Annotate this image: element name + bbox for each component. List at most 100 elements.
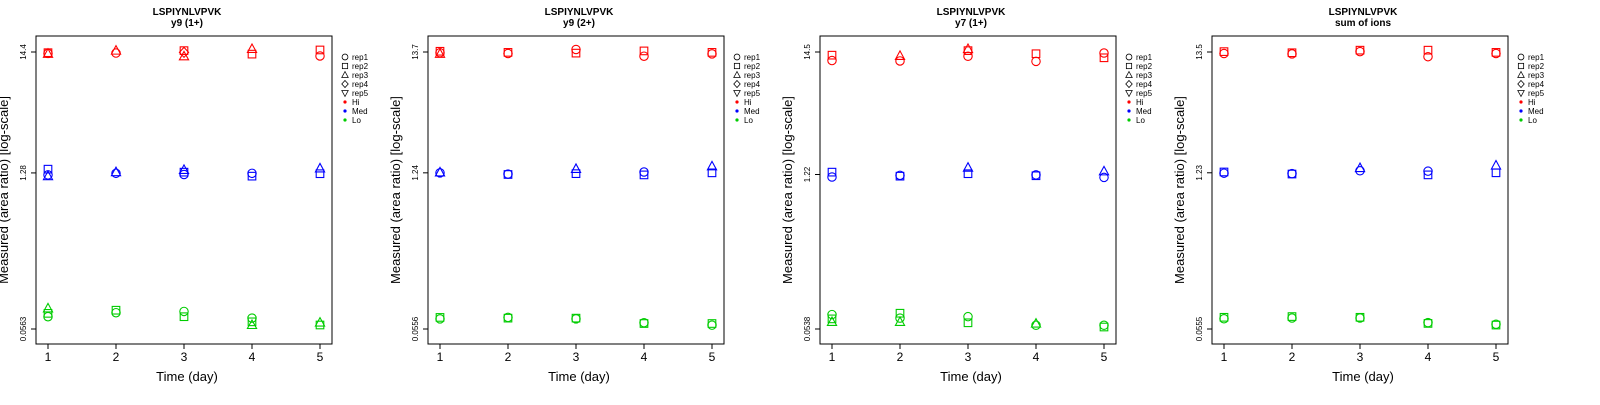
data-point-med (827, 172, 837, 182)
x-tick-label: 3 (181, 350, 188, 364)
panel-subtitle: sum of ions (1335, 18, 1392, 29)
data-point-med (707, 168, 717, 178)
data-point-hi (247, 49, 257, 59)
legend-label: Med (744, 107, 760, 116)
legend-label: Med (1528, 107, 1544, 116)
y-tick-label: 1.22 (803, 166, 812, 182)
legend-label: rep2 (1136, 62, 1153, 71)
legend-color-dot (735, 118, 739, 122)
data-point-hi (1099, 53, 1109, 63)
legend-label: Lo (744, 116, 753, 125)
x-tick-label: 4 (641, 350, 648, 364)
data-point-lo (827, 314, 837, 324)
data-point-hi (315, 51, 325, 61)
x-tick-label: 5 (1493, 350, 1500, 364)
data-point-med (314, 162, 326, 173)
data-point-med (178, 163, 190, 174)
y-tick-label: 13.7 (411, 44, 420, 60)
legend-color-dot (1127, 109, 1131, 113)
x-tick-label: 4 (1033, 350, 1040, 364)
legend-marker (1517, 70, 1525, 78)
data-point-hi (963, 51, 973, 62)
data-point-lo (1219, 312, 1229, 322)
x-tick-label: 3 (1357, 350, 1364, 364)
plot-frame (1211, 35, 1509, 345)
legend-label: rep4 (744, 80, 761, 89)
data-point-hi (178, 46, 190, 59)
data-point-hi (1423, 51, 1433, 62)
y-tick-label: 0.0563 (19, 316, 28, 341)
legend-label: Hi (1136, 98, 1144, 107)
data-point-hi (1219, 48, 1229, 59)
legend-color-dot (1519, 109, 1523, 113)
x-tick-label: 2 (1289, 350, 1296, 364)
data-point-med (895, 171, 905, 181)
data-point-med (1287, 169, 1297, 179)
panel-subtitle: y9 (1+) (171, 18, 203, 29)
data-point-hi (707, 49, 717, 59)
data-point-hi (571, 48, 581, 58)
legend-color-dot (1127, 118, 1131, 122)
data-point-lo (1219, 314, 1229, 324)
legend-color-dot (343, 109, 347, 113)
y-tick-label: 0.0556 (411, 316, 420, 341)
panel-title: LSPIYNLVPVK (153, 7, 222, 18)
panel-subtitle: y7 (1+) (955, 18, 987, 29)
legend-label: rep5 (744, 89, 761, 98)
data-point-lo (1031, 320, 1041, 331)
data-point-med (1219, 167, 1229, 177)
legend-marker (1517, 53, 1525, 61)
legend-label: rep5 (352, 89, 369, 98)
data-point-lo (1099, 322, 1109, 332)
data-point-lo (963, 318, 973, 328)
legend-marker (733, 90, 741, 98)
legend-marker (1517, 90, 1525, 98)
legend-marker (341, 53, 349, 61)
data-point-hi (1491, 48, 1501, 57)
data-point-med (1099, 172, 1109, 183)
data-point-lo (179, 312, 189, 322)
data-point-lo (111, 307, 121, 318)
data-point-med (570, 162, 582, 173)
data-point-med (110, 165, 122, 177)
data-point-med (503, 170, 513, 179)
legend-label: rep3 (1136, 71, 1153, 80)
x-axis-label: Time (day) (940, 369, 1002, 384)
x-tick-label: 5 (317, 350, 324, 364)
data-point-hi (1355, 46, 1365, 57)
data-point-hi (639, 46, 649, 56)
x-tick-label: 3 (573, 350, 580, 364)
data-point-med (1098, 165, 1110, 176)
data-point-hi (827, 50, 837, 60)
y-tick-label: 1.28 (19, 165, 28, 181)
legend-color-dot (343, 118, 347, 122)
data-point-med (315, 169, 325, 179)
data-point-hi (827, 55, 837, 66)
y-axis-label: Measured (area ratio) [log-scale] (1172, 96, 1187, 284)
data-point-lo (707, 320, 717, 330)
data-point-med (435, 168, 445, 178)
legend-label: Lo (1528, 116, 1537, 125)
x-tick-label: 1 (829, 350, 836, 364)
data-point-lo (1287, 312, 1297, 321)
plot-frame (819, 35, 1117, 345)
legend-label: rep3 (744, 71, 761, 80)
legend-color-dot (735, 100, 739, 104)
y-tick-label: 0.0555 (1195, 316, 1204, 341)
x-tick-label: 5 (1101, 350, 1108, 364)
y-tick-label: 14.5 (803, 44, 812, 60)
data-point-med (1490, 159, 1502, 170)
data-point-lo (894, 315, 906, 327)
data-point-med (247, 171, 257, 181)
data-point-med (827, 167, 837, 177)
legend-label: rep3 (352, 71, 369, 80)
data-point-med (43, 164, 53, 174)
data-point-med (571, 169, 581, 179)
data-point-lo (1423, 319, 1433, 328)
